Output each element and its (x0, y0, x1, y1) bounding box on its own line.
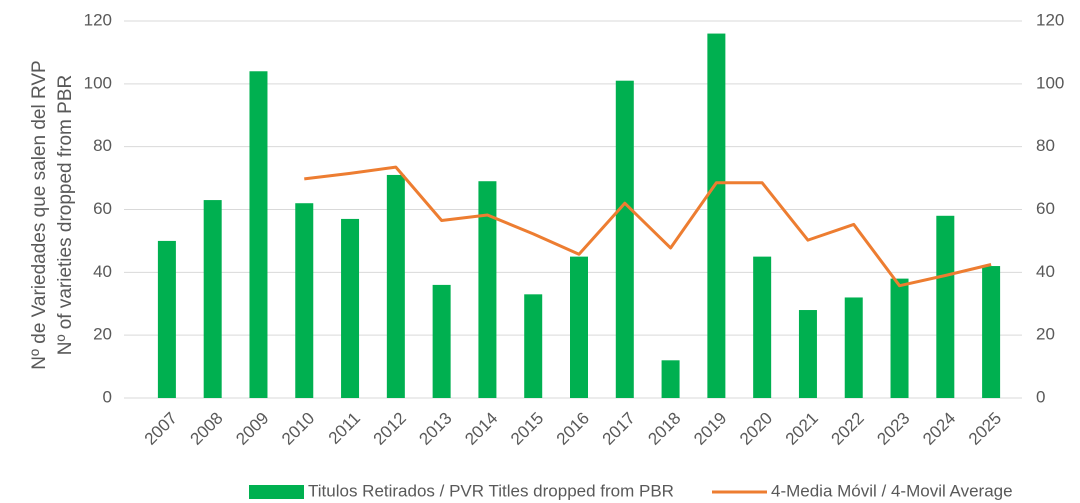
bar (982, 266, 1001, 398)
y-tick-label: 40 (93, 262, 112, 281)
bar (524, 294, 543, 398)
bar (936, 215, 955, 398)
y2-tick-label: 60 (1036, 199, 1055, 218)
y2-tick-label: 40 (1036, 262, 1055, 281)
bar (798, 310, 817, 398)
y2-tick-label: 0 (1036, 387, 1045, 406)
y2-tick-label: 100 (1036, 73, 1064, 92)
x-tick-label: 2013 (415, 409, 455, 449)
bar (478, 181, 497, 398)
legend-label: 4-Media Móvil / 4-Movil Average (771, 481, 1013, 500)
x-tick-label: 2009 (232, 409, 272, 449)
x-tick-label: 2014 (461, 409, 501, 449)
y-tick-label: 0 (103, 387, 112, 406)
y-tick-label: 20 (93, 325, 112, 344)
y-tick-label: 60 (93, 199, 112, 218)
x-tick-label: 2012 (370, 409, 410, 449)
bar (341, 218, 360, 398)
x-tick-label: 2019 (690, 409, 730, 449)
x-tick-label: 2007 (141, 409, 181, 449)
bar (295, 203, 314, 398)
line (304, 165, 992, 288)
bar (615, 80, 634, 399)
x-tick-label: 2011 (325, 409, 364, 448)
y-tick-label: 120 (84, 10, 112, 29)
legend-label: Titulos Retirados / PVR Titles dropped f… (308, 481, 674, 500)
x-tick-label: 2008 (187, 409, 227, 449)
x-tick-label: 2010 (278, 409, 318, 449)
bar (386, 174, 405, 398)
bar (432, 284, 451, 398)
y-tick-label: 80 (93, 136, 112, 155)
x-tick-label: 2022 (828, 409, 868, 449)
bar (890, 278, 909, 398)
y2-tick-label: 120 (1036, 10, 1064, 29)
bar (844, 297, 863, 398)
bar (753, 256, 772, 398)
bar (661, 360, 680, 398)
x-tick-label: 2017 (599, 409, 639, 449)
y-tick-label: 100 (84, 73, 112, 92)
x-tick-label: 2020 (736, 409, 776, 449)
x-tick-label: 2015 (507, 409, 547, 449)
bar (203, 200, 222, 398)
x-tick-label: 2021 (782, 409, 822, 449)
bar (157, 240, 176, 398)
bar (707, 33, 726, 399)
y2-tick-label: 80 (1036, 136, 1055, 155)
y-axis-title: Nº of varieties dropped from PBR (55, 75, 76, 355)
y2-tick-label: 20 (1036, 325, 1055, 344)
y-axis-title: Nº de Variedades que salen del RVP (29, 60, 50, 369)
x-tick-label: 2023 (873, 409, 913, 449)
x-tick-label: 2025 (965, 409, 1005, 449)
bar (570, 256, 588, 398)
legend-swatch (249, 485, 304, 499)
bar (249, 71, 268, 399)
x-tick-label: 2018 (644, 409, 684, 449)
x-tick-label: 2016 (553, 409, 593, 449)
x-tick-label: 2024 (919, 409, 959, 449)
